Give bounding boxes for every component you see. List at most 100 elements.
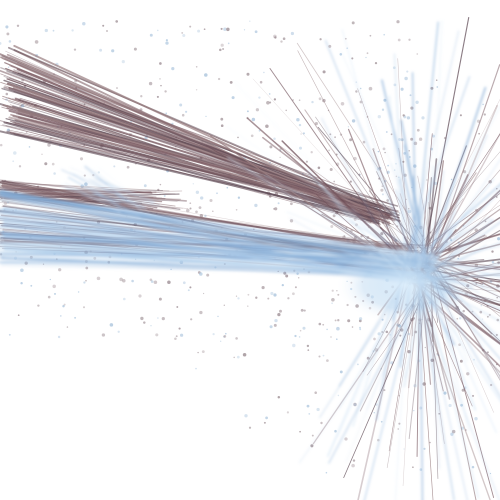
dot [435, 79, 438, 81]
dot [79, 157, 84, 161]
dot [316, 407, 320, 412]
dot [408, 156, 411, 158]
dot [269, 101, 272, 104]
dot [8, 40, 12, 43]
dot [487, 351, 489, 354]
dot [386, 199, 390, 202]
dot [466, 372, 470, 376]
dot [269, 325, 273, 329]
dot [353, 402, 357, 407]
dot [6, 32, 10, 36]
dot [462, 309, 465, 313]
dot [415, 100, 419, 104]
dot [318, 97, 322, 101]
dot [408, 150, 410, 152]
dot [383, 33, 386, 36]
dot [265, 416, 268, 420]
dot [212, 210, 214, 213]
dot [121, 60, 125, 64]
dot [368, 86, 373, 91]
dot [206, 273, 210, 277]
dot [223, 335, 226, 338]
dot [408, 38, 411, 41]
dot [496, 296, 498, 299]
dot [336, 338, 338, 340]
dot [328, 149, 330, 152]
streak [0, 188, 163, 203]
dot [328, 44, 332, 48]
dot [185, 110, 188, 113]
dot [59, 315, 62, 317]
streak [1, 198, 429, 257]
dot [277, 202, 280, 205]
dot [181, 31, 184, 34]
streak [6, 70, 400, 219]
dot [197, 351, 199, 354]
dot [243, 29, 246, 31]
dot [126, 165, 130, 169]
spike [296, 42, 436, 256]
dot [189, 286, 192, 289]
streak [0, 189, 163, 191]
dot [478, 132, 480, 135]
dot [273, 34, 277, 39]
dot [397, 38, 401, 42]
streak [5, 118, 380, 217]
dot [16, 24, 20, 28]
dot [279, 309, 282, 313]
dot [77, 291, 80, 293]
dot [158, 297, 162, 301]
dot [254, 203, 258, 208]
spike [226, 126, 416, 258]
streak [98, 167, 155, 212]
dot [195, 89, 198, 91]
dot [102, 24, 105, 27]
dot [53, 172, 56, 175]
dot [244, 414, 248, 418]
dot [203, 28, 206, 31]
dot [343, 235, 346, 237]
dot [37, 304, 40, 307]
spike [388, 95, 407, 260]
dot [344, 437, 348, 441]
spike [417, 174, 426, 257]
dot [351, 119, 356, 123]
dot [83, 103, 86, 106]
dot [195, 66, 198, 68]
dot [456, 317, 459, 320]
dot [294, 334, 297, 338]
dot [160, 84, 162, 87]
dot [52, 284, 56, 289]
dot [418, 137, 423, 141]
dot [471, 394, 475, 397]
dot [220, 27, 223, 30]
dot [349, 138, 353, 142]
dot [285, 274, 289, 278]
dot [99, 48, 103, 52]
dot [412, 466, 414, 469]
streak [0, 189, 428, 249]
dot [263, 71, 265, 74]
spike [404, 30, 460, 269]
dot [101, 333, 106, 337]
dot [337, 394, 340, 397]
dot [359, 326, 361, 329]
dot [336, 326, 340, 331]
dot [326, 328, 328, 331]
dot [397, 324, 402, 328]
streak [12, 98, 383, 215]
dot [231, 96, 235, 100]
dot [409, 94, 412, 97]
dot [171, 66, 175, 71]
dot [178, 327, 181, 330]
dot [289, 219, 294, 223]
dot [358, 319, 362, 323]
dot [480, 304, 483, 307]
streak [13, 133, 395, 216]
streak [13, 44, 381, 216]
dot [247, 305, 249, 307]
dot [73, 48, 77, 51]
dot [306, 404, 310, 408]
streak [17, 51, 394, 215]
streak [0, 211, 421, 270]
